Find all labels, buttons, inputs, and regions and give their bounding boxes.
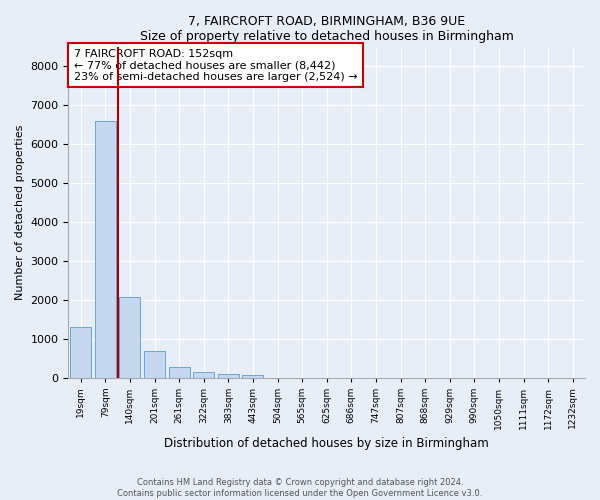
Bar xyxy=(193,372,214,378)
Bar xyxy=(95,121,116,378)
Bar xyxy=(70,326,91,378)
Y-axis label: Number of detached properties: Number of detached properties xyxy=(15,124,25,300)
X-axis label: Distribution of detached houses by size in Birmingham: Distribution of detached houses by size … xyxy=(164,437,489,450)
Bar xyxy=(218,374,239,378)
Bar xyxy=(119,298,140,378)
Bar xyxy=(144,350,165,378)
Bar xyxy=(169,368,190,378)
Text: 7 FAIRCROFT ROAD: 152sqm
← 77% of detached houses are smaller (8,442)
23% of sem: 7 FAIRCROFT ROAD: 152sqm ← 77% of detach… xyxy=(74,48,357,82)
Text: Contains HM Land Registry data © Crown copyright and database right 2024.
Contai: Contains HM Land Registry data © Crown c… xyxy=(118,478,482,498)
Title: 7, FAIRCROFT ROAD, BIRMINGHAM, B36 9UE
Size of property relative to detached hou: 7, FAIRCROFT ROAD, BIRMINGHAM, B36 9UE S… xyxy=(140,15,514,43)
Bar xyxy=(242,376,263,378)
